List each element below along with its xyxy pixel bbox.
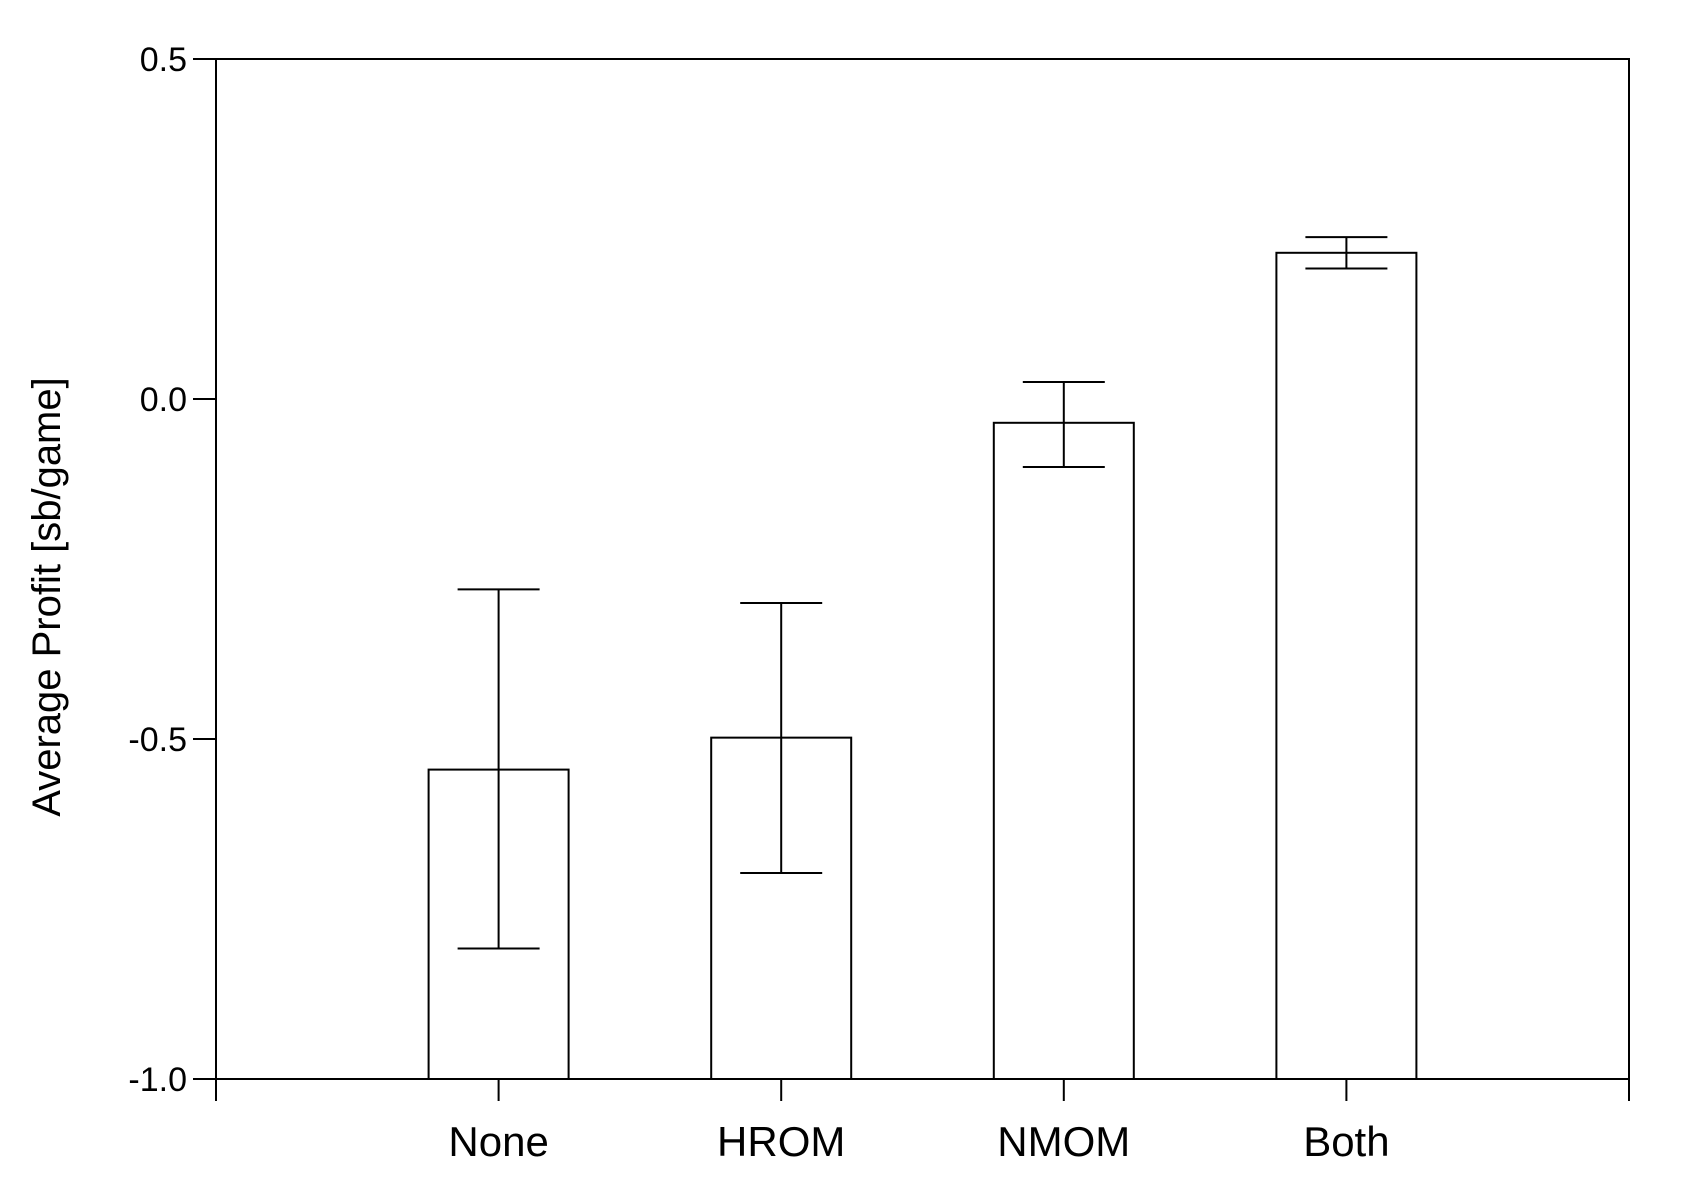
error-bar-hrom — [740, 602, 823, 874]
y-tick-label: -1.0 — [128, 1061, 187, 1099]
error-bar-nmom — [1022, 381, 1105, 468]
bar-both — [1275, 251, 1418, 1081]
y-tick-label: -0.5 — [128, 721, 187, 759]
error-bar-none — [457, 588, 540, 950]
y-axis-title: Average Profit [sb/game] — [25, 377, 69, 817]
x-tick-label: Both — [1303, 1118, 1389, 1165]
error-bars — [457, 236, 1388, 950]
plot-area-frame — [215, 58, 1630, 1080]
x-tick-label: HROM — [717, 1118, 845, 1165]
bar-nmom — [992, 421, 1135, 1080]
y-tick-label: 0.0 — [140, 381, 187, 419]
y-tick-label: 0.5 — [140, 41, 187, 79]
y-axis-ticks: -1.0 -0.5 0.0 0.5 — [128, 41, 216, 1099]
x-axis-ticks: None HROM NMOM Both — [215, 1079, 1630, 1165]
x-tick-label: None — [448, 1118, 548, 1165]
x-tick-label: NMOM — [997, 1118, 1130, 1165]
bars — [427, 251, 1418, 1081]
error-bar-both — [1305, 236, 1388, 270]
